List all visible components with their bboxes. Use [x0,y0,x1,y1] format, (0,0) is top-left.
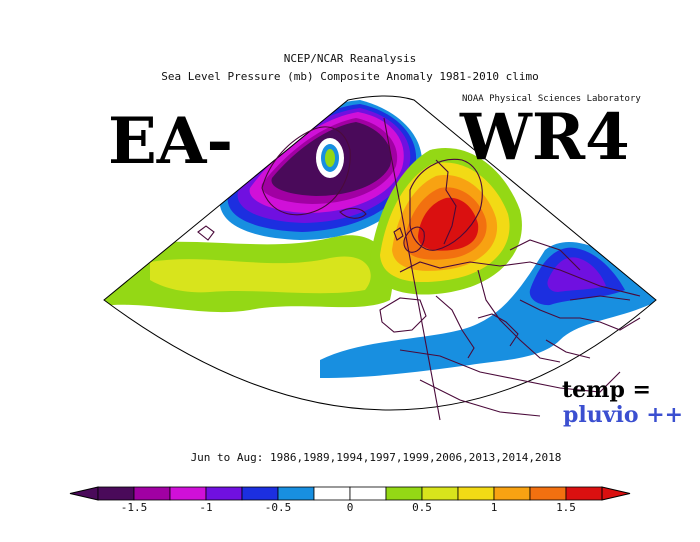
lab-credit: NOAA Physical Sciences Laboratory [462,94,641,104]
colorbar-segment [421,486,459,501]
colorbar-arrow-right [601,486,631,501]
colorbar-tick-label: -0.5 [264,501,292,514]
colorbar-tick-label: 0.5 [412,501,432,514]
period-label: Jun to Aug: 1986,1989,1994,1997,1999,200… [190,451,562,464]
colorbar-tick-label: 1.5 [556,501,576,514]
positive-anomaly-band-core [150,256,371,294]
map-boundary [103,95,657,411]
colorbar-segment [565,486,603,501]
colorbar-arrow-left [69,486,99,501]
colorbar-segment [205,486,243,501]
colorbar-segment [313,486,351,501]
colorbar-segment [385,486,423,501]
high-pressure-core [418,197,479,251]
chart-title-line1: NCEP/NCAR Reanalysis [283,52,417,65]
colorbar-segment [97,486,135,501]
colorbar-tick-label: -1 [199,501,213,514]
colorbar-segment [457,486,495,501]
colorbar-segment [241,486,279,501]
colorbar-segment [133,486,171,501]
ea-label: EA- [108,104,233,179]
colorbar-segment [529,486,567,501]
pluvio-note: pluvio ++ [563,402,684,428]
colorbar-segment [349,486,387,501]
colorbar-tick-label: 0 [346,501,354,514]
cross-section-line [383,117,441,421]
colorbar-segment [277,486,315,501]
colorbar-segment [493,486,531,501]
coastlines [197,126,641,417]
temp-note: temp = [562,377,651,403]
chart-title-line2: Sea Level Pressure (mb) Composite Anomal… [161,70,539,83]
colorbar-tick-label: 1 [490,501,498,514]
colorbar-segment [169,486,207,501]
wr-label: WR4 [460,100,630,175]
colorbar-tick-label: -1.5 [120,501,148,514]
